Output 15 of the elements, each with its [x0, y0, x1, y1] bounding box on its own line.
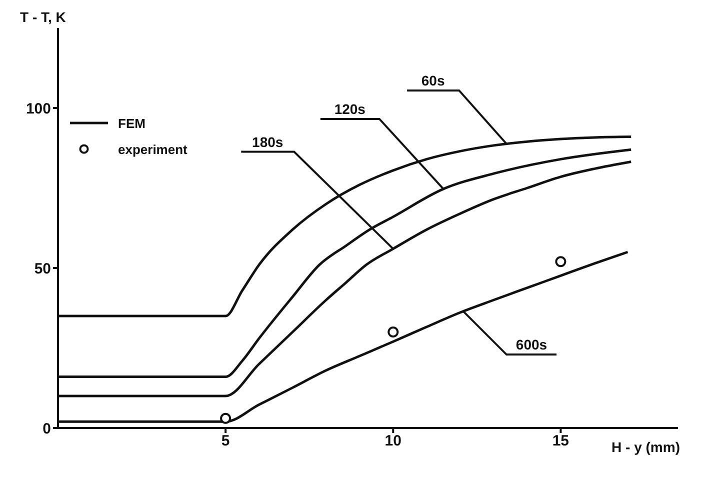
y-tick-label: 0	[42, 420, 51, 438]
legend-label: FEM	[118, 116, 146, 130]
annotation: 120s	[334, 100, 366, 117]
annotation: 600s	[516, 336, 548, 353]
y-tick-label: 100	[26, 100, 51, 118]
x-tick-label: 5	[221, 432, 230, 450]
y-axis-title: T - T, K	[20, 9, 66, 25]
x-tick-label: 15	[552, 432, 570, 450]
x-axis-title: H - y (mm)	[612, 439, 680, 455]
y-tick-label: 50	[34, 260, 51, 278]
leader-callout: 600s	[462, 310, 557, 356]
x-tick-label: 10	[384, 432, 402, 450]
legend-label: experiment	[118, 142, 188, 156]
annotation: 60s	[421, 72, 445, 88]
annotation: 180s	[252, 134, 284, 150]
